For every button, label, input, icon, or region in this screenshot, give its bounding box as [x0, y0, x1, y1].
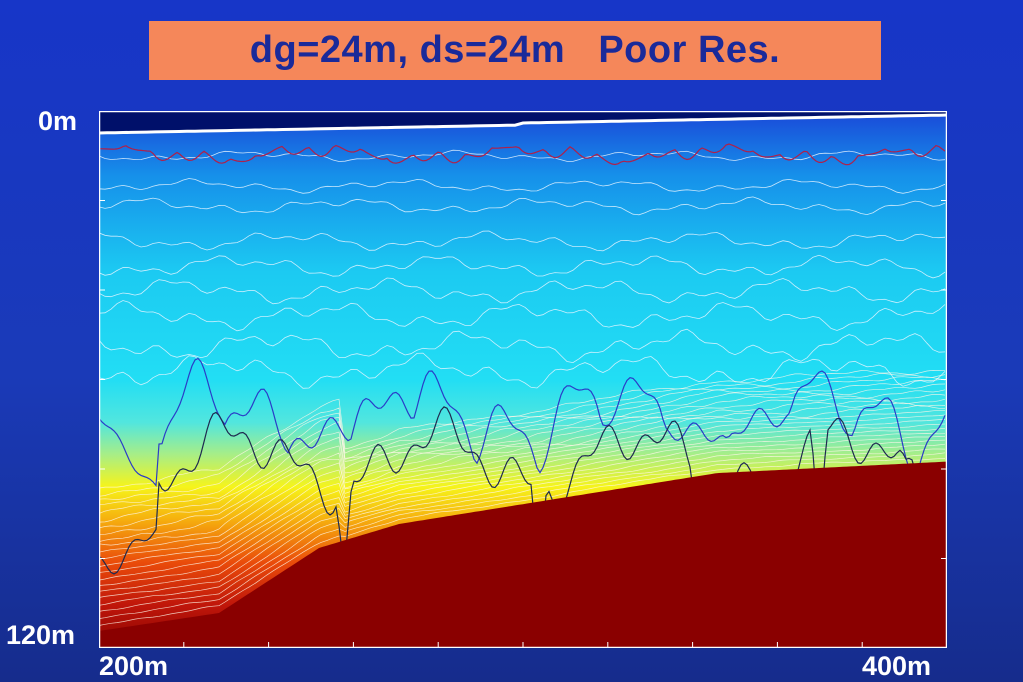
contour-line [99, 452, 946, 619]
contour-line [99, 402, 946, 542]
contour-line [99, 458, 946, 626]
surface-line [99, 113, 947, 135]
contour-line [99, 448, 946, 612]
contour-line [99, 389, 946, 523]
trace-layer [99, 143, 946, 575]
contour-line [99, 404, 945, 546]
trace-red-surface [99, 143, 946, 166]
chart-title-box: dg=24m, ds=24m Poor Res. [149, 21, 881, 80]
contour-line [99, 427, 946, 581]
contour-layer [99, 149, 946, 626]
contour-line [99, 328, 946, 364]
seabed-region [99, 461, 947, 648]
contour-line [99, 230, 946, 252]
contour-line [99, 196, 946, 216]
contour-line [99, 373, 946, 497]
heatmap-plot [99, 111, 947, 648]
contour-line [99, 254, 946, 279]
contour-line [99, 398, 946, 536]
contour-line [99, 443, 946, 606]
contour-line [99, 300, 946, 332]
x-tick-label-left: 200m [99, 651, 169, 681]
contour-line [99, 394, 946, 529]
contour-line [99, 178, 946, 194]
y-tick-label-top: 0m [38, 106, 78, 136]
trace-dark-deep [99, 406, 946, 575]
contour-line [99, 419, 946, 567]
contour-line [99, 409, 945, 553]
contour-line [99, 277, 946, 305]
contour-line [99, 414, 946, 560]
contour-line [99, 352, 946, 389]
contour-line [99, 383, 946, 514]
contour-line [99, 376, 946, 500]
contour-line [99, 378, 946, 506]
y-tick-label-bottom: 120m [6, 620, 76, 650]
contour-line [99, 423, 946, 573]
trace-blue-mid [99, 357, 946, 488]
chart-title: dg=24m, ds=24m Poor Res. [249, 29, 781, 71]
contour-line [99, 149, 946, 162]
contour-line [99, 370, 946, 489]
x-tick-label-right: 400m [862, 651, 932, 681]
